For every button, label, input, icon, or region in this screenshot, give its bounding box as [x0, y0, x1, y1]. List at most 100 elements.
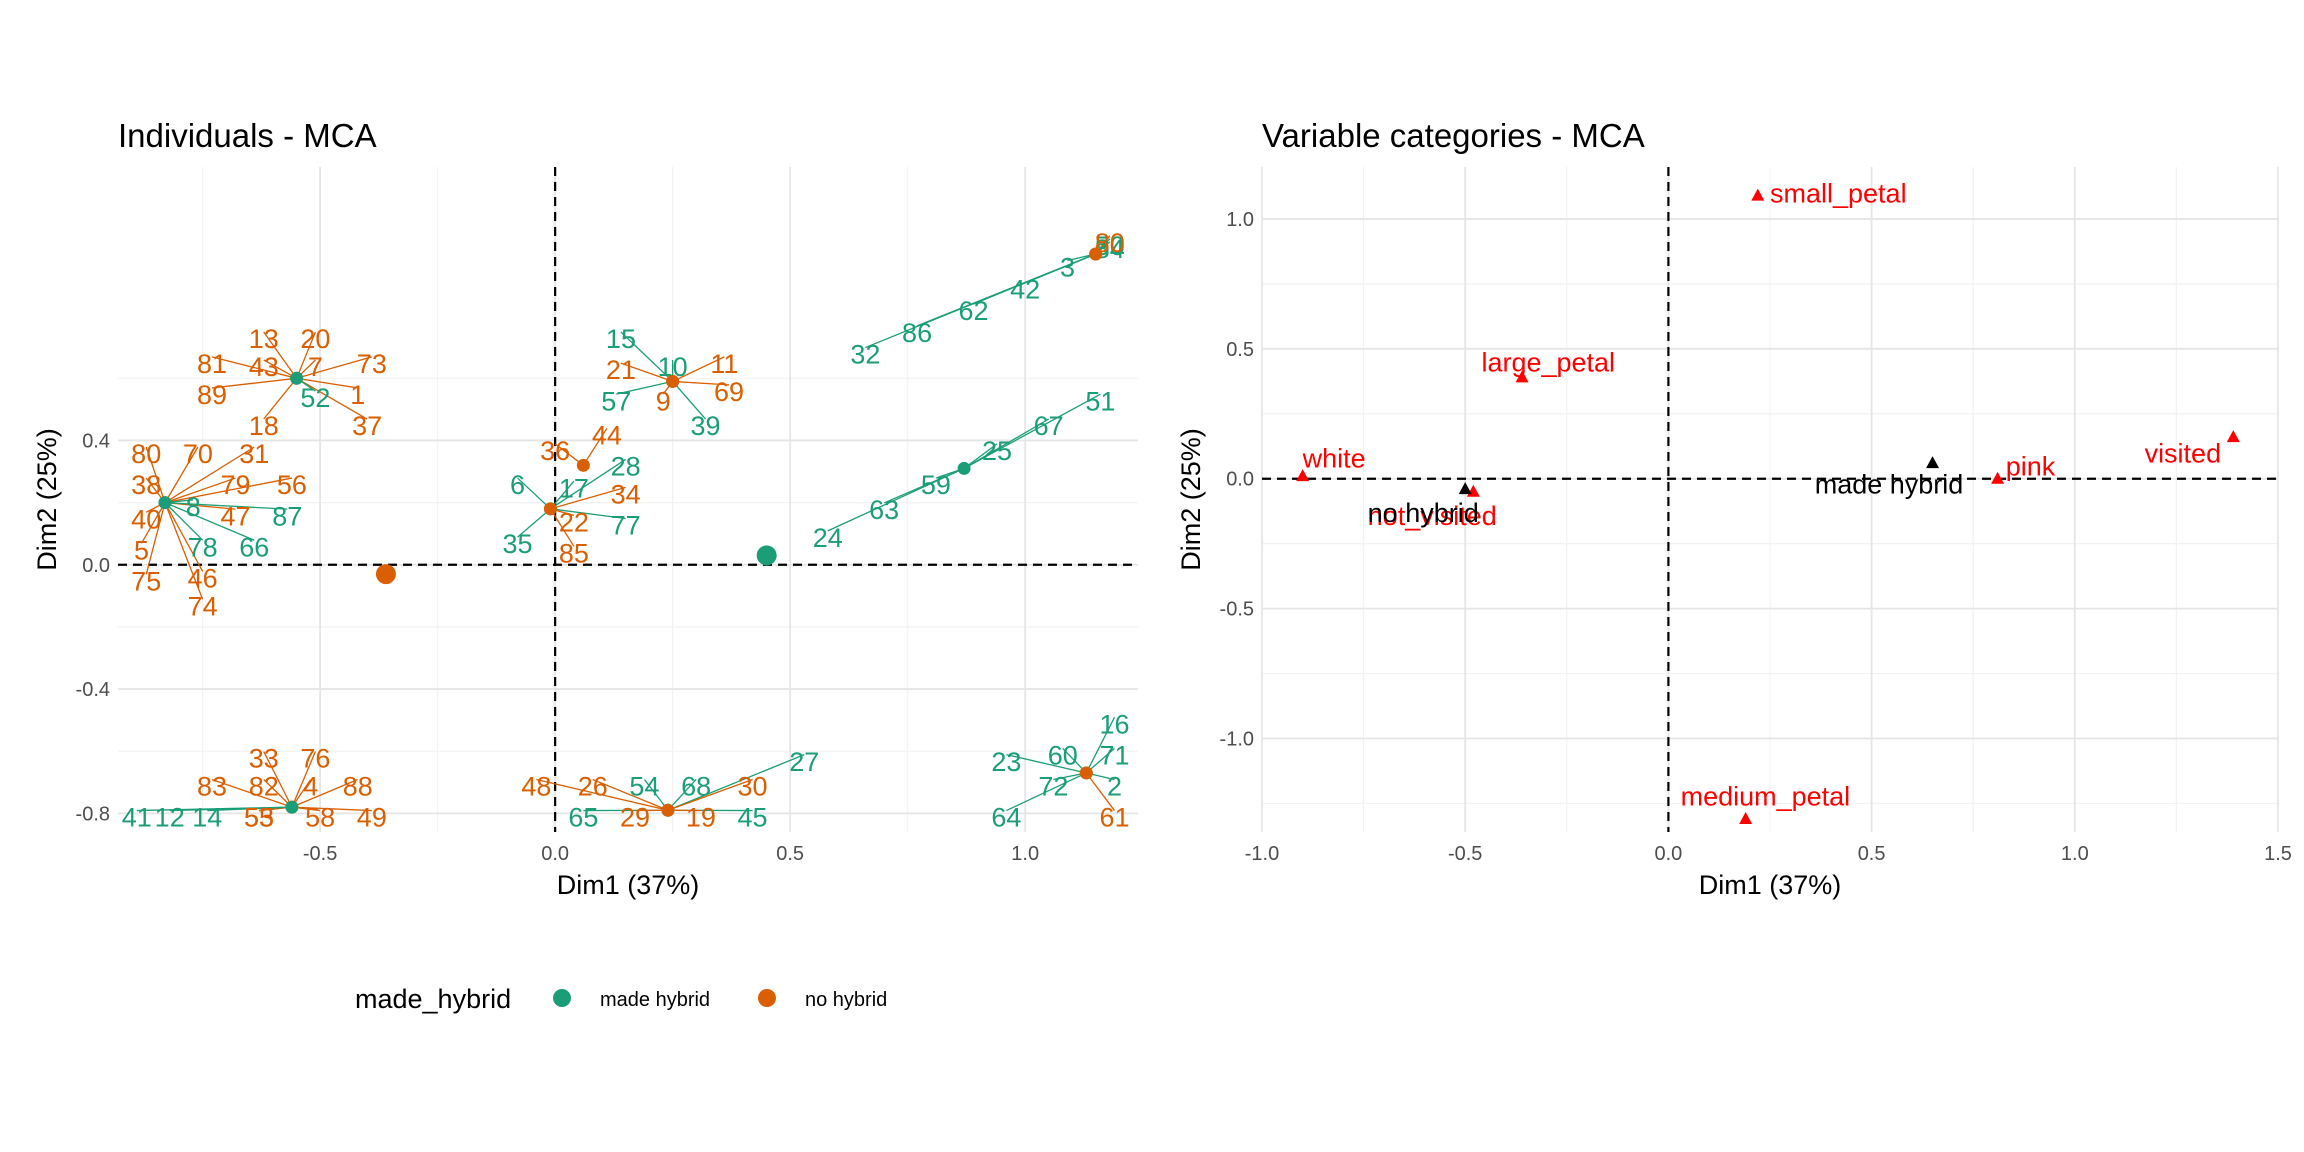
- label-connector: [291, 751, 317, 808]
- individual-label: 65: [568, 803, 598, 833]
- legend: made_hybrid made hybrid no hybrid: [355, 984, 887, 1014]
- legend-key: [553, 989, 571, 1007]
- individual-label: 82: [249, 772, 279, 802]
- label-connector: [207, 806, 292, 812]
- label-connector: [517, 477, 551, 510]
- individual-label: 38: [131, 470, 161, 500]
- label-connector: [1085, 717, 1116, 774]
- individual-label: 20: [300, 324, 330, 354]
- x-tick-label: 0.0: [541, 843, 569, 865]
- individual-label: 17: [559, 473, 589, 503]
- individual-label: 41: [122, 803, 152, 833]
- label-connector: [164, 502, 204, 541]
- category-label: small_petal: [1770, 179, 1907, 209]
- individual-label: 29: [620, 803, 650, 833]
- individual-label: 24: [813, 523, 843, 553]
- individual-label: 53: [244, 803, 274, 833]
- label-connector: [667, 778, 753, 811]
- label-connector: [550, 486, 626, 510]
- individual-point: [543, 502, 557, 516]
- individual-label: 15: [606, 324, 636, 354]
- individual-label: 54: [629, 772, 659, 802]
- individual-point: [957, 461, 971, 475]
- label-connector: [296, 377, 368, 420]
- panel-title: Variable categories - MCA: [1262, 117, 1645, 154]
- individual-label: 76: [300, 744, 330, 774]
- individual-label: 67: [1034, 411, 1064, 441]
- individual-label: 70: [183, 439, 213, 469]
- label-connector: [672, 380, 730, 386]
- label-connector: [211, 356, 297, 379]
- individual-label: 7: [308, 352, 323, 382]
- individual-point: [285, 800, 299, 814]
- individual-label: 59: [921, 470, 951, 500]
- category-point: [1739, 812, 1753, 825]
- label-connector: [517, 508, 551, 538]
- individual-label: 1: [350, 380, 365, 410]
- category-label: white: [1302, 444, 1366, 474]
- label-connector: [865, 253, 1096, 349]
- individual-point: [290, 371, 304, 385]
- category-point: [1458, 482, 1472, 495]
- label-connector: [145, 502, 166, 575]
- label-connector: [620, 331, 674, 382]
- individual-label: 58: [305, 803, 335, 833]
- individual-label: 2: [1107, 772, 1122, 802]
- individual-label: 66: [239, 532, 269, 562]
- label-connector: [140, 502, 166, 544]
- individual-label: 85: [559, 539, 589, 569]
- label-connector: [620, 362, 673, 383]
- individual-label: 34: [611, 480, 641, 510]
- label-connector: [1006, 772, 1087, 812]
- individual-label: 18: [249, 411, 279, 441]
- individual-label: 42: [1010, 274, 1040, 304]
- category-label: medium_petal: [1681, 781, 1851, 811]
- individual-label: 61: [1099, 803, 1129, 833]
- y-axis-title: Dim2 (25%): [32, 428, 62, 571]
- individual-label: 51: [1085, 386, 1115, 416]
- label-connector: [616, 380, 673, 395]
- label-connector: [164, 502, 204, 572]
- individual-label: 43: [249, 352, 279, 382]
- category-point: [1515, 370, 1529, 383]
- label-connector: [592, 778, 669, 811]
- individual-point: [158, 496, 172, 510]
- individual-label: 35: [503, 529, 533, 559]
- category-label: pink: [2006, 451, 2056, 481]
- individual-label: 49: [357, 803, 387, 833]
- individual-point: [661, 803, 675, 817]
- label-connector: [291, 806, 372, 812]
- individual-label: 21: [606, 355, 636, 385]
- individual-label: 57: [601, 386, 631, 416]
- individual-label: 77: [611, 511, 641, 541]
- group-centroid-point: [375, 564, 396, 585]
- category-label: not_visited: [1368, 501, 1497, 531]
- individual-label: 80: [131, 439, 161, 469]
- individual-point: [1089, 247, 1103, 261]
- y-tick-label: -0.8: [76, 803, 110, 825]
- category-point: [2226, 430, 2240, 443]
- individual-label: 32: [850, 340, 880, 370]
- label-connector: [296, 377, 358, 389]
- individual-label: 28: [611, 452, 641, 482]
- individual-label: 80: [1095, 228, 1125, 258]
- category-label: large_petal: [1481, 348, 1615, 378]
- y-tick-label: 0.5: [1226, 339, 1254, 361]
- label-connector: [536, 778, 669, 811]
- individual-label: 47: [220, 501, 250, 531]
- variable-categories-panel: -1.0 -0.5 0.0 0.5 1.0 1.5 -1.0 -0.5 0.0 0.5 1.0 Var…: [1176, 117, 2292, 900]
- category-point: [1751, 188, 1765, 201]
- legend-entry-label: made hybrid: [600, 989, 710, 1011]
- individual-label: 68: [681, 772, 711, 802]
- individual-label: 56: [277, 470, 307, 500]
- label-connector: [296, 331, 317, 379]
- label-connector: [291, 778, 358, 808]
- y-tick-label: -0.5: [1220, 599, 1254, 621]
- individual-label: 88: [343, 772, 373, 802]
- individual-label: 44: [592, 420, 622, 450]
- label-connector: [667, 779, 697, 811]
- label-connector: [263, 377, 298, 420]
- individual-label: 31: [239, 439, 269, 469]
- individual-label: 6: [510, 470, 525, 500]
